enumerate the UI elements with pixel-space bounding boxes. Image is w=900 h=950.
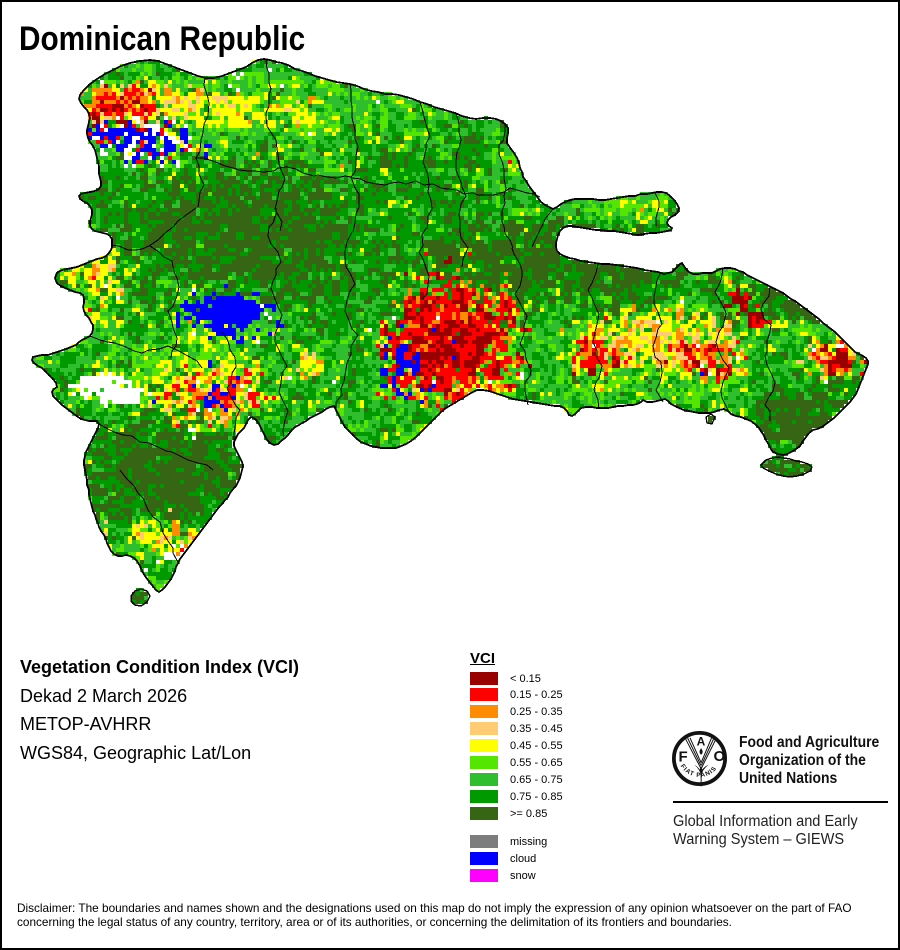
svg-text:FIAT PANIS: FIAT PANIS bbox=[679, 763, 719, 779]
svg-text:O: O bbox=[714, 748, 726, 765]
svg-text:A: A bbox=[697, 735, 706, 749]
svg-text:F: F bbox=[679, 749, 688, 766]
